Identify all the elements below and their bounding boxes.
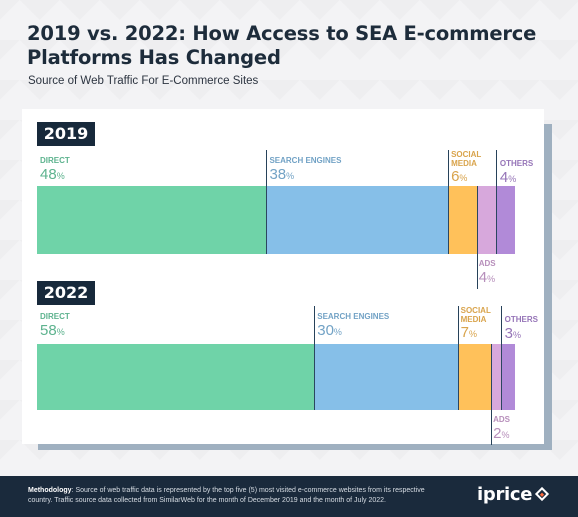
- bar-2022-ads: [491, 344, 501, 410]
- value-percent: %: [513, 330, 522, 340]
- bar-2022-search-engines: [314, 344, 458, 410]
- value-2019-social-media: 6%: [451, 169, 467, 186]
- chart-title: 2019 vs. 2022: How Access to SEA E-comme…: [27, 22, 537, 69]
- label-2022-others: OTHERS: [504, 315, 538, 324]
- bar-2019-direct: [37, 186, 267, 254]
- value-percent: %: [468, 329, 477, 339]
- value-percent: %: [56, 327, 65, 337]
- bar-2022-others: [500, 344, 515, 410]
- iprice-logo: iprice: [477, 484, 533, 505]
- value-number: 4: [499, 169, 509, 186]
- value-number: 48: [40, 166, 57, 183]
- methodology-text: : Source of web traffic data is represen…: [28, 487, 425, 504]
- value-2019-direct: 48%: [40, 167, 65, 184]
- value-percent: %: [501, 430, 510, 440]
- label-word: SOCIAL: [460, 306, 491, 315]
- value-number: 2: [493, 425, 502, 442]
- value-percent: %: [56, 171, 65, 181]
- value-2019-search-engines: 38%: [269, 167, 294, 184]
- bar-2022-direct: [37, 344, 315, 410]
- value-2022-others: 3%: [505, 326, 521, 343]
- label-2022-search-engines: SEARCH ENGINES: [317, 312, 390, 321]
- value-number: 3: [504, 325, 513, 342]
- value-number: 6: [451, 168, 460, 185]
- label-word: MEDIA: [460, 315, 487, 324]
- value-percent: %: [487, 274, 496, 284]
- bar-2019-ads: [476, 186, 496, 254]
- bar-2022-social-media: [457, 344, 492, 410]
- year-tab-2019: 2019: [37, 122, 95, 146]
- value-2022-search-engines: 30%: [317, 323, 342, 340]
- value-number: 38: [269, 166, 287, 183]
- marker-2022-ads: [491, 410, 493, 445]
- footer-bar: [0, 476, 578, 517]
- value-2022-social-media: 7%: [461, 325, 477, 342]
- bar-2019-search-engines: [266, 186, 449, 254]
- methodology-label: Methodology: [28, 487, 72, 494]
- label-2019-ads: ADS: [478, 259, 496, 268]
- label-2019-direct: DIRECT: [40, 156, 70, 165]
- year-tab-2022: 2022: [37, 281, 95, 305]
- label-word: SOCIAL: [451, 150, 482, 159]
- marker-2019-others: [495, 150, 497, 186]
- value-percent: %: [333, 327, 342, 337]
- value-percent: %: [459, 173, 468, 183]
- label-word: MEDIA: [451, 159, 477, 168]
- bar-2019-social-media: [448, 186, 477, 254]
- marker-2022-social-media: [457, 306, 459, 344]
- marker-2022-search-engines: [314, 306, 316, 344]
- value-2019-others: 4%: [500, 170, 516, 187]
- label-2019-search-engines: SEARCH ENGINES: [269, 156, 342, 165]
- chart-subtitle: Source of Web Traffic For E-Commerce Sit…: [28, 75, 259, 87]
- label-2019-social-media: SOCIAL MEDIA: [451, 150, 481, 168]
- value-percent: %: [508, 174, 517, 184]
- value-2022-ads: 2%: [493, 426, 509, 443]
- marker-2019-search-engines: [266, 150, 268, 186]
- value-number: 58: [40, 322, 57, 339]
- bar-2019-others: [495, 186, 515, 254]
- value-number: 4: [478, 269, 488, 286]
- value-2022-direct: 58%: [40, 323, 65, 340]
- marker-2019-social-media: [448, 150, 450, 186]
- marker-2019-ads: [476, 254, 478, 289]
- label-2019-others: OTHERS: [499, 159, 534, 168]
- label-2022-social-media: SOCIAL MEDIA: [461, 306, 491, 324]
- marker-2022-others: [500, 306, 502, 344]
- value-number: 30: [317, 322, 334, 339]
- label-2022-direct: DIRECT: [40, 312, 70, 321]
- methodology-note: Methodology: Source of web traffic data …: [28, 486, 448, 506]
- label-2022-ads: ADS: [493, 415, 510, 424]
- value-number: 7: [460, 324, 469, 341]
- value-2019-ads: 4%: [479, 270, 495, 287]
- value-percent: %: [286, 171, 295, 181]
